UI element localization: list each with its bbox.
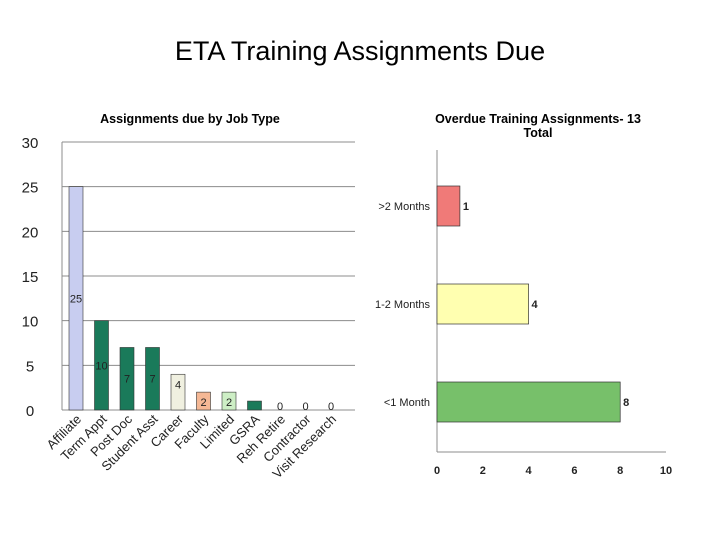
- data-label: 1: [463, 201, 469, 213]
- data-label: 7: [124, 374, 130, 386]
- data-label: 0: [328, 401, 334, 413]
- x-tick-label: 6: [571, 465, 577, 477]
- data-label: 10: [95, 360, 107, 372]
- data-label: 7: [149, 374, 155, 386]
- data-label: 8: [623, 397, 629, 409]
- bar: [221, 391, 237, 411]
- y-tick-label: 15: [22, 269, 39, 286]
- data-label: 4: [532, 299, 539, 311]
- x-tick-label: 8: [617, 465, 623, 477]
- bar: [436, 381, 621, 423]
- data-label: 2: [226, 397, 232, 409]
- bar: [145, 347, 160, 411]
- chart-title: Overdue Training Assignments- 13 Total: [435, 112, 641, 140]
- y-tick-label: 5: [26, 358, 34, 375]
- y-tick-label: 20: [22, 224, 39, 241]
- bar: [247, 400, 262, 411]
- data-label: 0: [277, 401, 283, 413]
- bar: [436, 185, 461, 227]
- slide-title: ETA Training Assignments Due: [174, 36, 546, 66]
- x-tick-label: 4: [526, 465, 533, 477]
- chart-title: Assignments due by Job Type: [100, 112, 280, 126]
- data-label: 4: [175, 379, 181, 391]
- bar: [68, 186, 84, 411]
- y-category-label: 1-2 Months: [375, 299, 431, 311]
- bar: [170, 373, 186, 411]
- data-label: 2: [200, 397, 206, 409]
- y-tick-label: 25: [22, 180, 39, 197]
- y-tick-label: 10: [22, 314, 39, 331]
- y-category-label: >2 Months: [378, 201, 430, 213]
- data-label: 25: [70, 293, 82, 305]
- y-tick-label: 0: [26, 403, 34, 420]
- x-tick-label: 0: [434, 465, 440, 477]
- bar: [196, 391, 211, 411]
- x-tick-label: 10: [660, 465, 672, 477]
- bar: [436, 283, 529, 325]
- y-category-label: <1 Month: [384, 397, 430, 409]
- bar: [119, 347, 135, 411]
- bar: [94, 320, 109, 411]
- x-tick-label: 2: [480, 465, 486, 477]
- y-tick-label: 30: [22, 135, 39, 152]
- job-type-bar-chart: Assignments due by Job Type0510152025302…: [22, 112, 355, 481]
- data-label: 0: [302, 401, 308, 413]
